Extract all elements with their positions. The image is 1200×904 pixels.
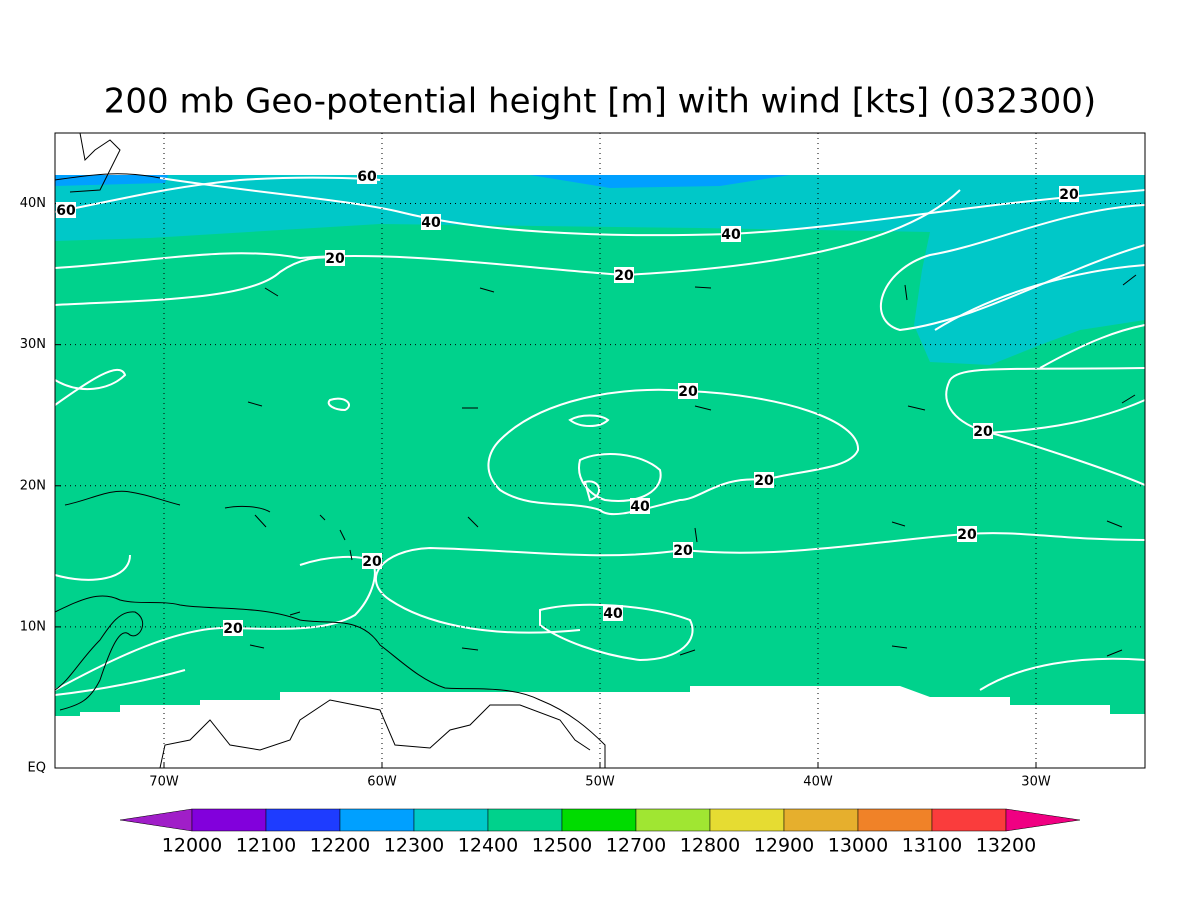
contour-line <box>374 399 1146 634</box>
colorbar-box <box>635 808 711 832</box>
colorbar-label: 12700 <box>606 835 666 857</box>
wind-vectors <box>247 274 1137 657</box>
contour-labels: 60 60 40 40 20 20 20 20 20 20 40 20 20 20 40 20 <box>56 168 1079 637</box>
map-frame <box>54 132 1146 769</box>
coastline <box>54 611 144 711</box>
contour-label-bg <box>421 214 441 230</box>
colorbar-box <box>265 808 341 832</box>
x-tick-label: 60W <box>367 775 397 790</box>
no-data-bottom <box>55 686 1145 768</box>
contour-label-bg <box>673 542 693 558</box>
colorbar-box <box>191 808 267 832</box>
contour-line <box>54 176 381 213</box>
contour-label: 40 <box>721 227 741 243</box>
colorbar-label: 12100 <box>236 835 296 857</box>
contour-label: 20 <box>1059 187 1079 203</box>
colorbar-label: 12500 <box>532 835 592 857</box>
x-tick-label: 30W <box>1021 775 1051 790</box>
colorbar-box <box>487 808 563 832</box>
y-tick-label: 40N <box>20 196 46 211</box>
wind-arrow <box>247 274 1137 657</box>
colorbar-box <box>339 808 415 832</box>
y-tick-label: 20N <box>20 478 46 493</box>
contour-label: 40 <box>603 606 623 622</box>
colorbar-box <box>709 808 785 832</box>
colorbar-label: 12800 <box>680 835 740 857</box>
coastlines <box>54 132 606 769</box>
colorbar-label: 12000 <box>162 835 222 857</box>
colorbar-box <box>561 808 637 832</box>
contour-line <box>54 368 127 406</box>
colorbar-box <box>413 808 489 832</box>
coastline <box>159 699 591 769</box>
contour-label: 20 <box>362 554 382 570</box>
contour-line <box>159 177 1146 237</box>
contour-line <box>934 264 1146 369</box>
colorbar-label: 13000 <box>828 835 888 857</box>
contour-label: 20 <box>614 268 634 284</box>
field-12200 <box>55 175 790 188</box>
colorbar-label: 13100 <box>902 835 962 857</box>
contour-label-bg <box>630 498 650 514</box>
colorbar-label: 12400 <box>458 835 518 857</box>
colorbar-end <box>119 808 193 832</box>
contour-label: 20 <box>673 543 693 559</box>
y-tick-label: EQ <box>28 761 46 776</box>
colorbar-end <box>1005 808 1081 832</box>
contour-label-bg <box>721 226 741 242</box>
contour-label-bg <box>56 202 76 218</box>
colorbar-label: 12300 <box>384 835 444 857</box>
contour-label: 60 <box>357 169 377 185</box>
field-12300 <box>55 175 1145 365</box>
contour-label-bg <box>325 250 345 266</box>
x-tick-label: 50W <box>585 775 615 790</box>
y-tick-label: 10N <box>20 619 46 634</box>
contour-line <box>54 189 961 277</box>
map: 60 60 40 40 20 20 20 20 20 20 40 20 20 20 40 20 <box>54 132 1146 769</box>
contour-label: 60 <box>56 203 76 219</box>
contour-label: 20 <box>957 527 977 543</box>
coastline <box>54 132 353 616</box>
colorbar-label: 13200 <box>976 835 1036 857</box>
colorbar-box <box>783 808 859 832</box>
contour-label-bg <box>603 605 623 621</box>
contour-label: 20 <box>678 384 698 400</box>
x-tick-label: 70W <box>149 775 179 790</box>
y-tick-label: 30N <box>20 337 46 352</box>
contour-label: 20 <box>223 621 243 637</box>
contour-label: 40 <box>421 215 441 231</box>
contour-label: 20 <box>325 251 345 267</box>
x-tick-label: 40W <box>803 775 833 790</box>
contour-label: 40 <box>630 499 650 515</box>
colorbar-box <box>931 808 1007 832</box>
title: 200 mb Geo-potential height [m] with win… <box>104 82 1096 122</box>
contour-label-bg <box>754 472 774 488</box>
colorbar: 12000 12100 12200 12300 12400 12500 12700 12800… <box>119 808 1081 857</box>
colorbar-label: 12200 <box>310 835 370 857</box>
coastline <box>54 595 606 768</box>
contour-label-bg <box>973 423 993 439</box>
contour-label: 20 <box>754 473 774 489</box>
contour-line <box>54 256 336 306</box>
contour-label-bg <box>614 267 634 283</box>
contour-line <box>54 367 1146 581</box>
contour-label: 20 <box>973 424 993 440</box>
contour-label-bg <box>362 553 382 569</box>
colorbar-box <box>857 808 933 832</box>
contour-line <box>54 397 1146 696</box>
contour-label-bg <box>223 620 243 636</box>
contour-label-bg <box>957 526 977 542</box>
contour-label-bg <box>678 383 698 399</box>
colorbar-label: 12900 <box>754 835 814 857</box>
contour-label-bg <box>357 168 377 184</box>
contours <box>54 176 1146 696</box>
contour-label-bg <box>1059 186 1079 202</box>
